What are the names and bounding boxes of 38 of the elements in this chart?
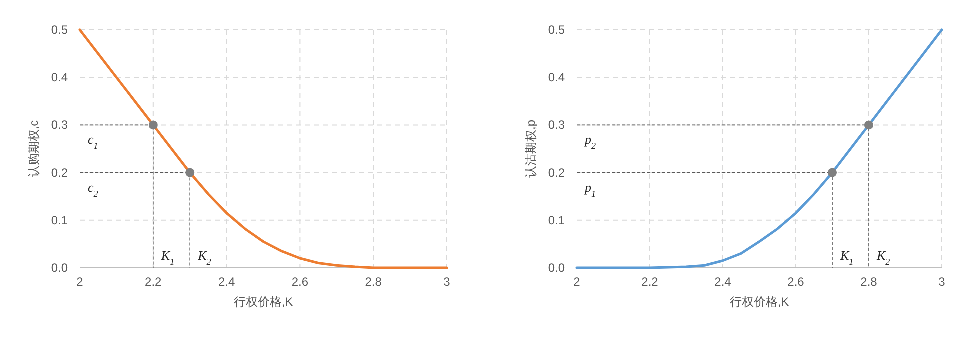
y-tick-label: 0.1 xyxy=(51,213,68,228)
y-tick-label: 0.0 xyxy=(51,261,68,275)
annotation: p$_{2}$ xyxy=(584,132,596,152)
annotation: c$_{1}$ xyxy=(88,132,98,152)
x-tick-label: 3 xyxy=(938,275,946,289)
x-tick-label: 2.2 xyxy=(145,275,162,289)
y-tick-label: 0.3 xyxy=(548,118,566,132)
y-tick-label: 0.3 xyxy=(51,118,68,132)
y-tick-label: 0.4 xyxy=(51,70,68,85)
y-tick-label: 0.2 xyxy=(548,166,566,180)
annotation: K$_{2}$ xyxy=(197,248,212,267)
annotation: c$_{2}$ xyxy=(88,180,99,199)
x-tick-label: 3 xyxy=(444,275,451,289)
annotation: K$_{1}$ xyxy=(840,248,854,267)
y-axis-title: 认购期权,c xyxy=(27,120,41,178)
x-tick-label: 2.8 xyxy=(860,275,878,289)
line-series xyxy=(576,28,944,270)
y-axis-title: 认沽期权,p xyxy=(524,120,538,178)
x-tick-label: 2.2 xyxy=(642,275,659,289)
annotation: p$_{1}$ xyxy=(584,180,596,199)
annotation: K$_{2}$ xyxy=(876,248,891,267)
y-tick-label: 0.5 xyxy=(51,23,68,37)
x-axis-title: 行权价格,K xyxy=(730,295,790,309)
x-tick-label: 2.4 xyxy=(218,275,236,289)
x-axis-title: 行权价格,K xyxy=(234,295,294,309)
annotation: K$_{1}$ xyxy=(160,248,175,267)
y-tick-label: 0.4 xyxy=(548,70,566,85)
y-tick-label: 0.1 xyxy=(548,213,566,228)
x-tick-label: 2.6 xyxy=(292,275,309,289)
x-tick-label: 2 xyxy=(574,275,581,289)
line-series xyxy=(78,28,448,270)
x-tick-label: 2.4 xyxy=(714,275,732,289)
x-tick-label: 2.6 xyxy=(788,275,805,289)
y-tick-label: 0.2 xyxy=(51,166,68,180)
y-tick-label: 0.5 xyxy=(548,23,566,37)
x-tick-label: 2.8 xyxy=(365,275,382,289)
y-tick-label: 0.0 xyxy=(548,261,566,275)
x-tick-label: 2 xyxy=(76,275,84,289)
